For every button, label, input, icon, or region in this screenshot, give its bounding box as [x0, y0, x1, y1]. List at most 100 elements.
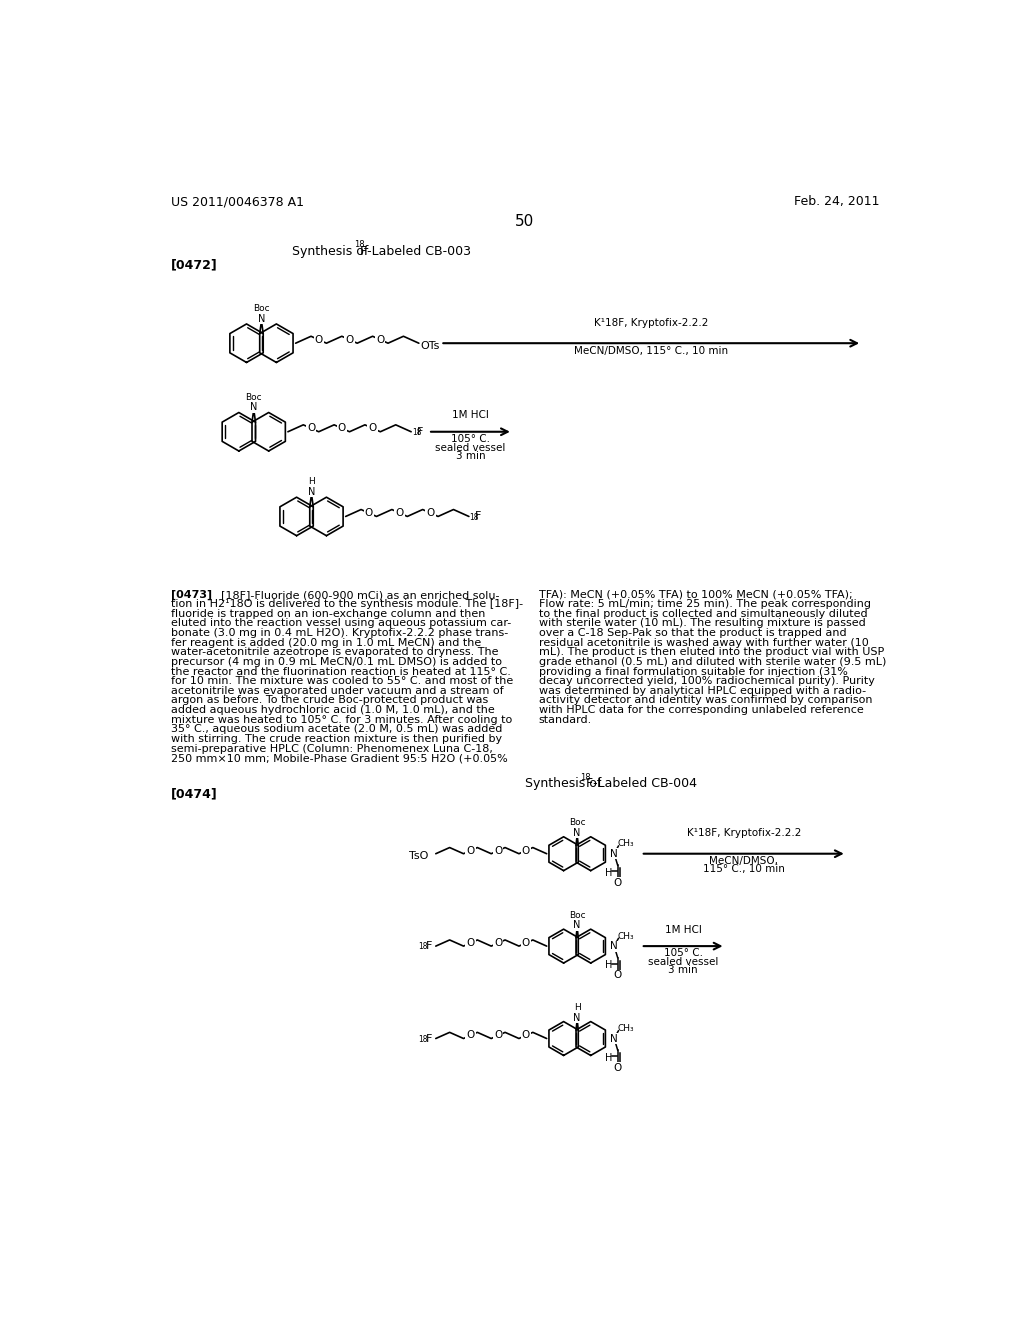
Text: with stirring. The crude reaction mixture is then purified by: with stirring. The crude reaction mixtur… [171, 734, 502, 744]
Text: US 2011/0046378 A1: US 2011/0046378 A1 [171, 195, 303, 209]
Text: for 10 min. The mixture was cooled to 55° C. and most of the: for 10 min. The mixture was cooled to 55… [171, 676, 513, 686]
Text: with HPLC data for the corresponding unlabeled reference: with HPLC data for the corresponding unl… [539, 705, 863, 715]
Text: to the final product is collected and simultaneously diluted: to the final product is collected and si… [539, 609, 867, 619]
Text: Synthesis of: Synthesis of [524, 776, 605, 789]
Text: H: H [605, 869, 612, 878]
Text: 18: 18 [354, 240, 365, 249]
Text: sealed vessel: sealed vessel [435, 442, 506, 453]
Text: acetonitrile was evaporated under vacuum and a stream of: acetonitrile was evaporated under vacuum… [171, 686, 503, 696]
Text: 250 mm×10 mm; Mobile-Phase Gradient 95:5 H2O (+0.05%: 250 mm×10 mm; Mobile-Phase Gradient 95:5… [171, 754, 507, 763]
Text: grade ethanol (0.5 mL) and diluted with sterile water (9.5 mL): grade ethanol (0.5 mL) and diluted with … [539, 657, 886, 667]
Text: residual acetonitrile is washed away with further water (10: residual acetonitrile is washed away wit… [539, 638, 868, 648]
Text: [0472]: [0472] [171, 259, 217, 272]
Text: precursor (4 mg in 0.9 mL MeCN/0.1 mL DMSO) is added to: precursor (4 mg in 0.9 mL MeCN/0.1 mL DM… [171, 657, 502, 667]
Text: CH₃: CH₃ [617, 1024, 634, 1034]
Text: O: O [395, 508, 403, 517]
Text: eluted into the reaction vessel using aqueous potassium car-: eluted into the reaction vessel using aq… [171, 619, 511, 628]
Text: argon as before. To the crude Boc-protected product was: argon as before. To the crude Boc-protec… [171, 696, 487, 705]
Text: O: O [369, 424, 377, 433]
Text: 18: 18 [419, 942, 428, 952]
Text: tion in H2¹18O is delivered to the synthesis module. The [18F]-: tion in H2¹18O is delivered to the synth… [171, 599, 522, 610]
Text: F: F [418, 426, 424, 437]
Text: O: O [376, 335, 384, 345]
Text: N: N [610, 849, 617, 859]
Text: activity detector and identity was confirmed by comparison: activity detector and identity was confi… [539, 696, 872, 705]
Text: Boc: Boc [569, 911, 586, 920]
Text: Flow rate: 5 mL/min; time 25 min). The peak corresponding: Flow rate: 5 mL/min; time 25 min). The p… [539, 599, 870, 610]
Text: fluoride is trapped on an ion-exchange column and then: fluoride is trapped on an ion-exchange c… [171, 609, 485, 619]
Text: O: O [466, 939, 474, 948]
Text: 18: 18 [412, 428, 422, 437]
Text: O: O [494, 1031, 503, 1040]
Text: O: O [338, 424, 346, 433]
Text: over a C-18 Sep-Pak so that the product is trapped and: over a C-18 Sep-Pak so that the product … [539, 628, 846, 638]
Text: decay uncorrected yield, 100% radiochemical purity). Purity: decay uncorrected yield, 100% radiochemi… [539, 676, 874, 686]
Text: 3 min: 3 min [456, 451, 485, 461]
Text: O: O [494, 939, 503, 948]
Text: O: O [494, 846, 503, 855]
Text: MeCN/DMSO,: MeCN/DMSO, [710, 857, 778, 866]
Text: Feb. 24, 2011: Feb. 24, 2011 [794, 195, 879, 209]
Text: 1M HCl: 1M HCl [452, 411, 488, 420]
Text: N: N [610, 941, 617, 952]
Text: N: N [573, 1012, 581, 1023]
Text: [0473]: [0473] [171, 590, 212, 599]
Text: F-Labeled CB-004: F-Labeled CB-004 [586, 776, 696, 789]
Text: O: O [522, 939, 530, 948]
Text: Boc: Boc [246, 393, 262, 401]
Text: Synthesis of: Synthesis of [292, 244, 373, 257]
Text: O: O [314, 335, 323, 345]
Text: CH₃: CH₃ [617, 932, 634, 941]
Text: O: O [522, 1031, 530, 1040]
Text: [18F]-Fluoride (600-900 mCi) as an enriched solu-: [18F]-Fluoride (600-900 mCi) as an enric… [221, 590, 500, 599]
Text: F: F [426, 941, 433, 952]
Text: sealed vessel: sealed vessel [648, 957, 718, 966]
Text: mL). The product is then eluted into the product vial with USP: mL). The product is then eluted into the… [539, 647, 884, 657]
Text: mixture was heated to 105° C. for 3 minutes. After cooling to: mixture was heated to 105° C. for 3 minu… [171, 714, 512, 725]
Text: N: N [573, 920, 581, 931]
Text: H: H [308, 478, 315, 487]
Text: OTs: OTs [421, 342, 439, 351]
Text: with sterile water (10 mL). The resulting mixture is passed: with sterile water (10 mL). The resultin… [539, 619, 865, 628]
Text: added aqueous hydrochloric acid (1.0 M, 1.0 mL), and the: added aqueous hydrochloric acid (1.0 M, … [171, 705, 495, 715]
Text: CH₃: CH₃ [617, 840, 634, 849]
Text: O: O [466, 1031, 474, 1040]
Text: O: O [613, 970, 622, 981]
Text: N: N [610, 1034, 617, 1044]
Text: H: H [573, 1003, 581, 1012]
Text: O: O [307, 424, 315, 433]
Text: O: O [466, 846, 474, 855]
Text: [0474]: [0474] [171, 788, 217, 800]
Text: 50: 50 [515, 214, 535, 228]
Text: TsO: TsO [409, 851, 428, 861]
Text: F-Labeled CB-003: F-Labeled CB-003 [360, 244, 471, 257]
Text: fer reagent is added (20.0 mg in 1.0 mL MeCN) and the: fer reagent is added (20.0 mg in 1.0 mL … [171, 638, 481, 648]
Text: Boc: Boc [253, 304, 269, 313]
Text: was determined by analytical HPLC equipped with a radio-: was determined by analytical HPLC equipp… [539, 686, 865, 696]
Text: K¹18F, Kryptofix-2.2.2: K¹18F, Kryptofix-2.2.2 [594, 318, 709, 327]
Text: bonate (3.0 mg in 0.4 mL H2O). Kryptofix-2.2.2 phase trans-: bonate (3.0 mg in 0.4 mL H2O). Kryptofix… [171, 628, 508, 638]
Text: Boc: Boc [569, 818, 586, 828]
Text: semi-preparative HPLC (Column: Phenomenex Luna C-18,: semi-preparative HPLC (Column: Phenomene… [171, 743, 493, 754]
Text: MeCN/DMSO, 115° C., 10 min: MeCN/DMSO, 115° C., 10 min [574, 346, 728, 355]
Text: N: N [573, 828, 581, 838]
Text: 115° C., 10 min: 115° C., 10 min [702, 865, 784, 874]
Text: 18: 18 [581, 774, 591, 781]
Text: providing a final formulation suitable for injection (31%: providing a final formulation suitable f… [539, 667, 848, 677]
Text: N: N [250, 403, 257, 412]
Text: O: O [365, 508, 373, 517]
Text: H: H [605, 1053, 612, 1063]
Text: N: N [308, 487, 315, 498]
Text: 18: 18 [419, 1035, 428, 1044]
Text: O: O [613, 1063, 622, 1073]
Text: standard.: standard. [539, 714, 592, 725]
Text: H: H [605, 961, 612, 970]
Text: 105° C.: 105° C. [664, 949, 702, 958]
Text: F: F [426, 1034, 433, 1044]
Text: O: O [345, 335, 353, 345]
Text: N: N [258, 314, 265, 323]
Text: 105° C.: 105° C. [451, 434, 489, 444]
Text: TFA): MeCN (+0.05% TFA) to 100% MeCN (+0.05% TFA);: TFA): MeCN (+0.05% TFA) to 100% MeCN (+0… [539, 590, 852, 599]
Text: the reactor and the fluorination reaction is heated at 115° C.: the reactor and the fluorination reactio… [171, 667, 511, 677]
Text: 18: 18 [470, 512, 479, 521]
